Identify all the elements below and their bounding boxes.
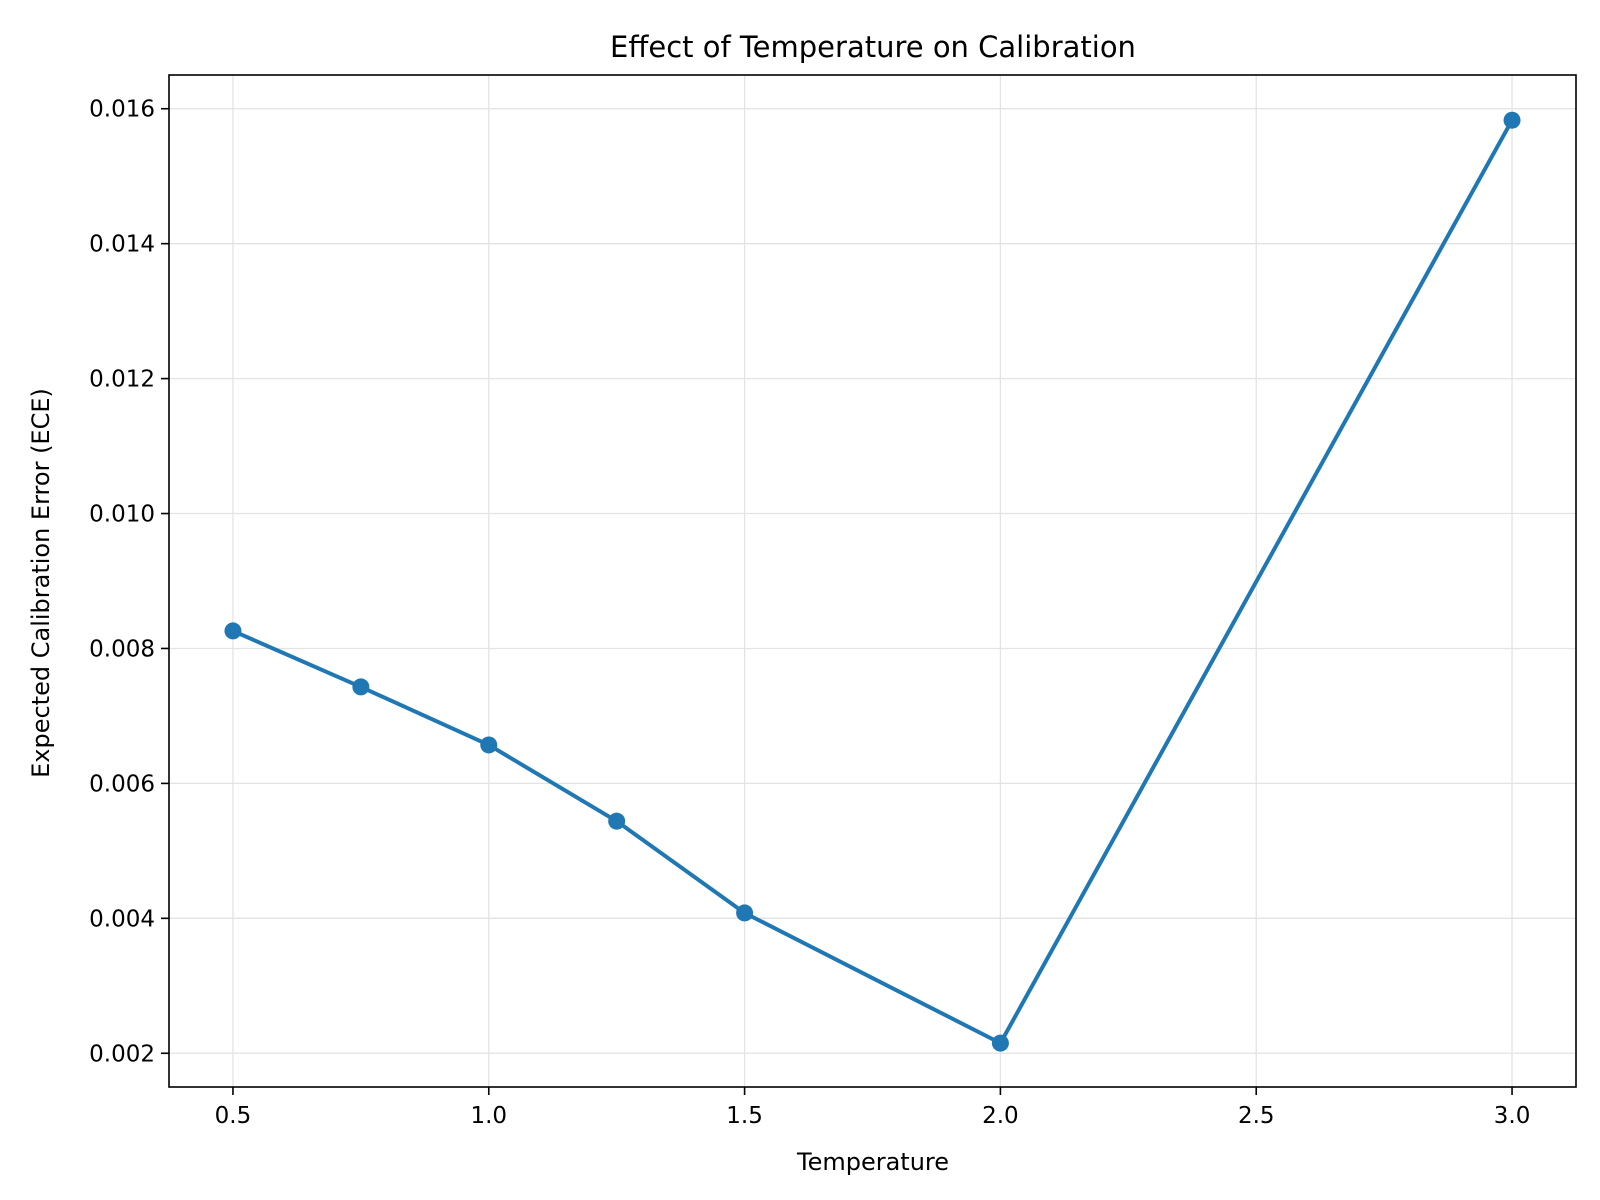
x-axis-label: Temperature [796,1148,949,1176]
x-axis-ticks: 0.5 1.0 1.5 2.0 2.5 3.0 [215,1087,1531,1129]
y-tick-label: 0.006 [89,771,155,797]
chart-title: Effect of Temperature on Calibration [610,30,1136,64]
y-axis-label: Expected Calibration Error (ECE) [27,388,55,778]
x-tick-label: 2.5 [1238,1103,1275,1129]
data-point [352,678,370,696]
data-point [224,622,242,640]
series-layer [224,111,1521,1052]
data-point [608,812,626,830]
x-tick-label: 1.5 [726,1103,763,1129]
plot-frame [168,74,1577,1088]
y-tick-label: 0.004 [89,906,155,932]
y-tick-label: 0.014 [89,232,155,258]
y-tick-label: 0.012 [89,367,155,393]
data-point [736,904,754,922]
y-tick-label: 0.010 [89,502,155,528]
data-point [991,1034,1009,1052]
x-tick-label: 3.0 [1494,1103,1531,1129]
x-tick-label: 2.0 [982,1103,1019,1129]
y-axis-ticks: 0.002 0.004 0.006 0.008 0.010 0.012 0.014 0.016 [89,97,169,1067]
y-tick-label: 0.002 [89,1041,155,1067]
x-tick-label: 1.0 [470,1103,507,1129]
y-tick-label: 0.016 [89,97,155,123]
data-point [1503,111,1521,129]
data-point [480,736,498,754]
x-tick-label: 0.5 [215,1103,252,1129]
y-tick-label: 0.008 [89,636,155,662]
